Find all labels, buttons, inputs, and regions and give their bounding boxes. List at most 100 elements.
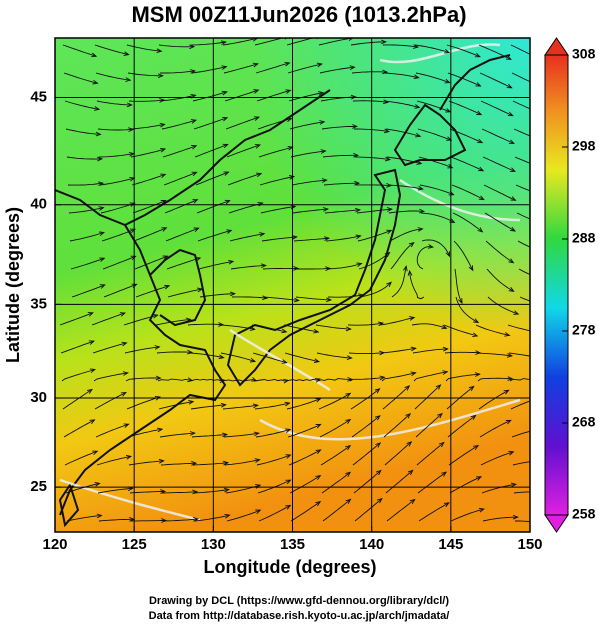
streamline [260,205,296,214]
streamline [160,70,195,74]
streamline-arrow [405,413,412,419]
streamline [509,378,530,382]
streamline [256,89,291,102]
y-tick-label: 40 [30,196,47,213]
streamline-arrow [189,431,196,436]
streamline-arrow [315,501,322,507]
streamline [223,63,258,74]
streamline-arrow [89,368,97,374]
streamline [190,404,226,410]
streamline [443,324,478,337]
streamline-arrow [160,173,167,179]
streamline [321,125,357,130]
streamline-arrow [313,328,320,334]
streamline-arrow [375,469,382,476]
streamline [194,514,230,522]
streamline [416,100,451,113]
streamline [156,351,193,354]
streamline [482,156,516,172]
streamline-arrow [192,489,199,495]
streamline-arrow [354,207,362,213]
x-tick-label: 125 [122,536,147,553]
streamline-arrow [349,65,356,70]
streamline-arrow [407,469,414,476]
streamline [449,128,483,144]
streamline-arrow [315,474,322,480]
streamline [230,264,266,270]
streamline [135,285,170,298]
streamline-arrow [410,346,417,352]
streamline-arrow [255,509,262,515]
streamline [351,71,388,74]
streamlines [59,38,550,526]
streamline-arrow [223,171,230,176]
streamline-arrow [99,284,106,289]
streamline [67,182,103,186]
streamline-arrow [155,375,162,381]
streamline [97,128,134,131]
x-tick-label: 140 [359,536,384,553]
streamline [391,266,407,298]
streamline [68,207,104,214]
y-tick-label: 35 [30,295,47,312]
streamline-arrow [197,287,204,293]
streamline-arrow [445,251,450,258]
streamline [222,404,258,410]
streamline [321,471,351,494]
streamline [519,296,530,302]
streamline-arrow [379,375,386,381]
streamline [319,419,351,438]
streamline [383,413,411,438]
streamline-arrow [472,332,479,338]
streamline [347,322,383,326]
streamline-arrow [160,489,167,494]
streamline [388,210,424,214]
streamline [252,352,287,364]
streamline [379,317,415,326]
streamline [62,44,97,57]
streamline [69,232,105,242]
streamline-arrow [407,269,413,276]
streamline-arrow [545,522,550,526]
streamline-arrow [187,349,194,355]
streamline-arrow [510,482,517,488]
streamline [192,462,228,466]
streamline-arrow [92,79,99,85]
streamline-arrow [508,287,515,292]
streamline [320,445,351,466]
streamline-arrow [281,328,288,334]
streamline-arrow [468,385,475,392]
streamline-arrow [410,371,417,377]
streamline [293,237,329,242]
y-tick-label: 30 [30,389,47,406]
streamline [187,323,224,326]
streamline-arrow [473,318,480,324]
streamline-arrow [503,389,510,395]
streamline [128,99,164,102]
streamline [451,184,485,200]
streamline [198,260,234,270]
streamline [195,171,229,186]
streamline [98,518,134,522]
streamline [288,92,324,102]
streamline-arrow [381,39,387,45]
streamline-arrow [193,227,200,233]
streamline-arrow [224,513,231,519]
streamline-arrow [345,498,352,505]
streamline-arrow [315,398,322,403]
streamline-arrow [505,55,512,60]
streamline [253,379,289,382]
isotherm [59,43,521,522]
streamline [62,389,93,410]
streamline [447,415,476,438]
streamline [510,400,530,410]
streamline [130,520,166,522]
streamline [255,429,291,438]
streamline-arrow [319,120,326,125]
streamline [385,128,421,137]
streamline-arrow [94,106,101,111]
y-axis-label: Latitude (degrees) [3,207,23,363]
streamline-arrow [222,116,229,122]
streamline-arrow [253,89,260,94]
streamline [417,128,452,141]
